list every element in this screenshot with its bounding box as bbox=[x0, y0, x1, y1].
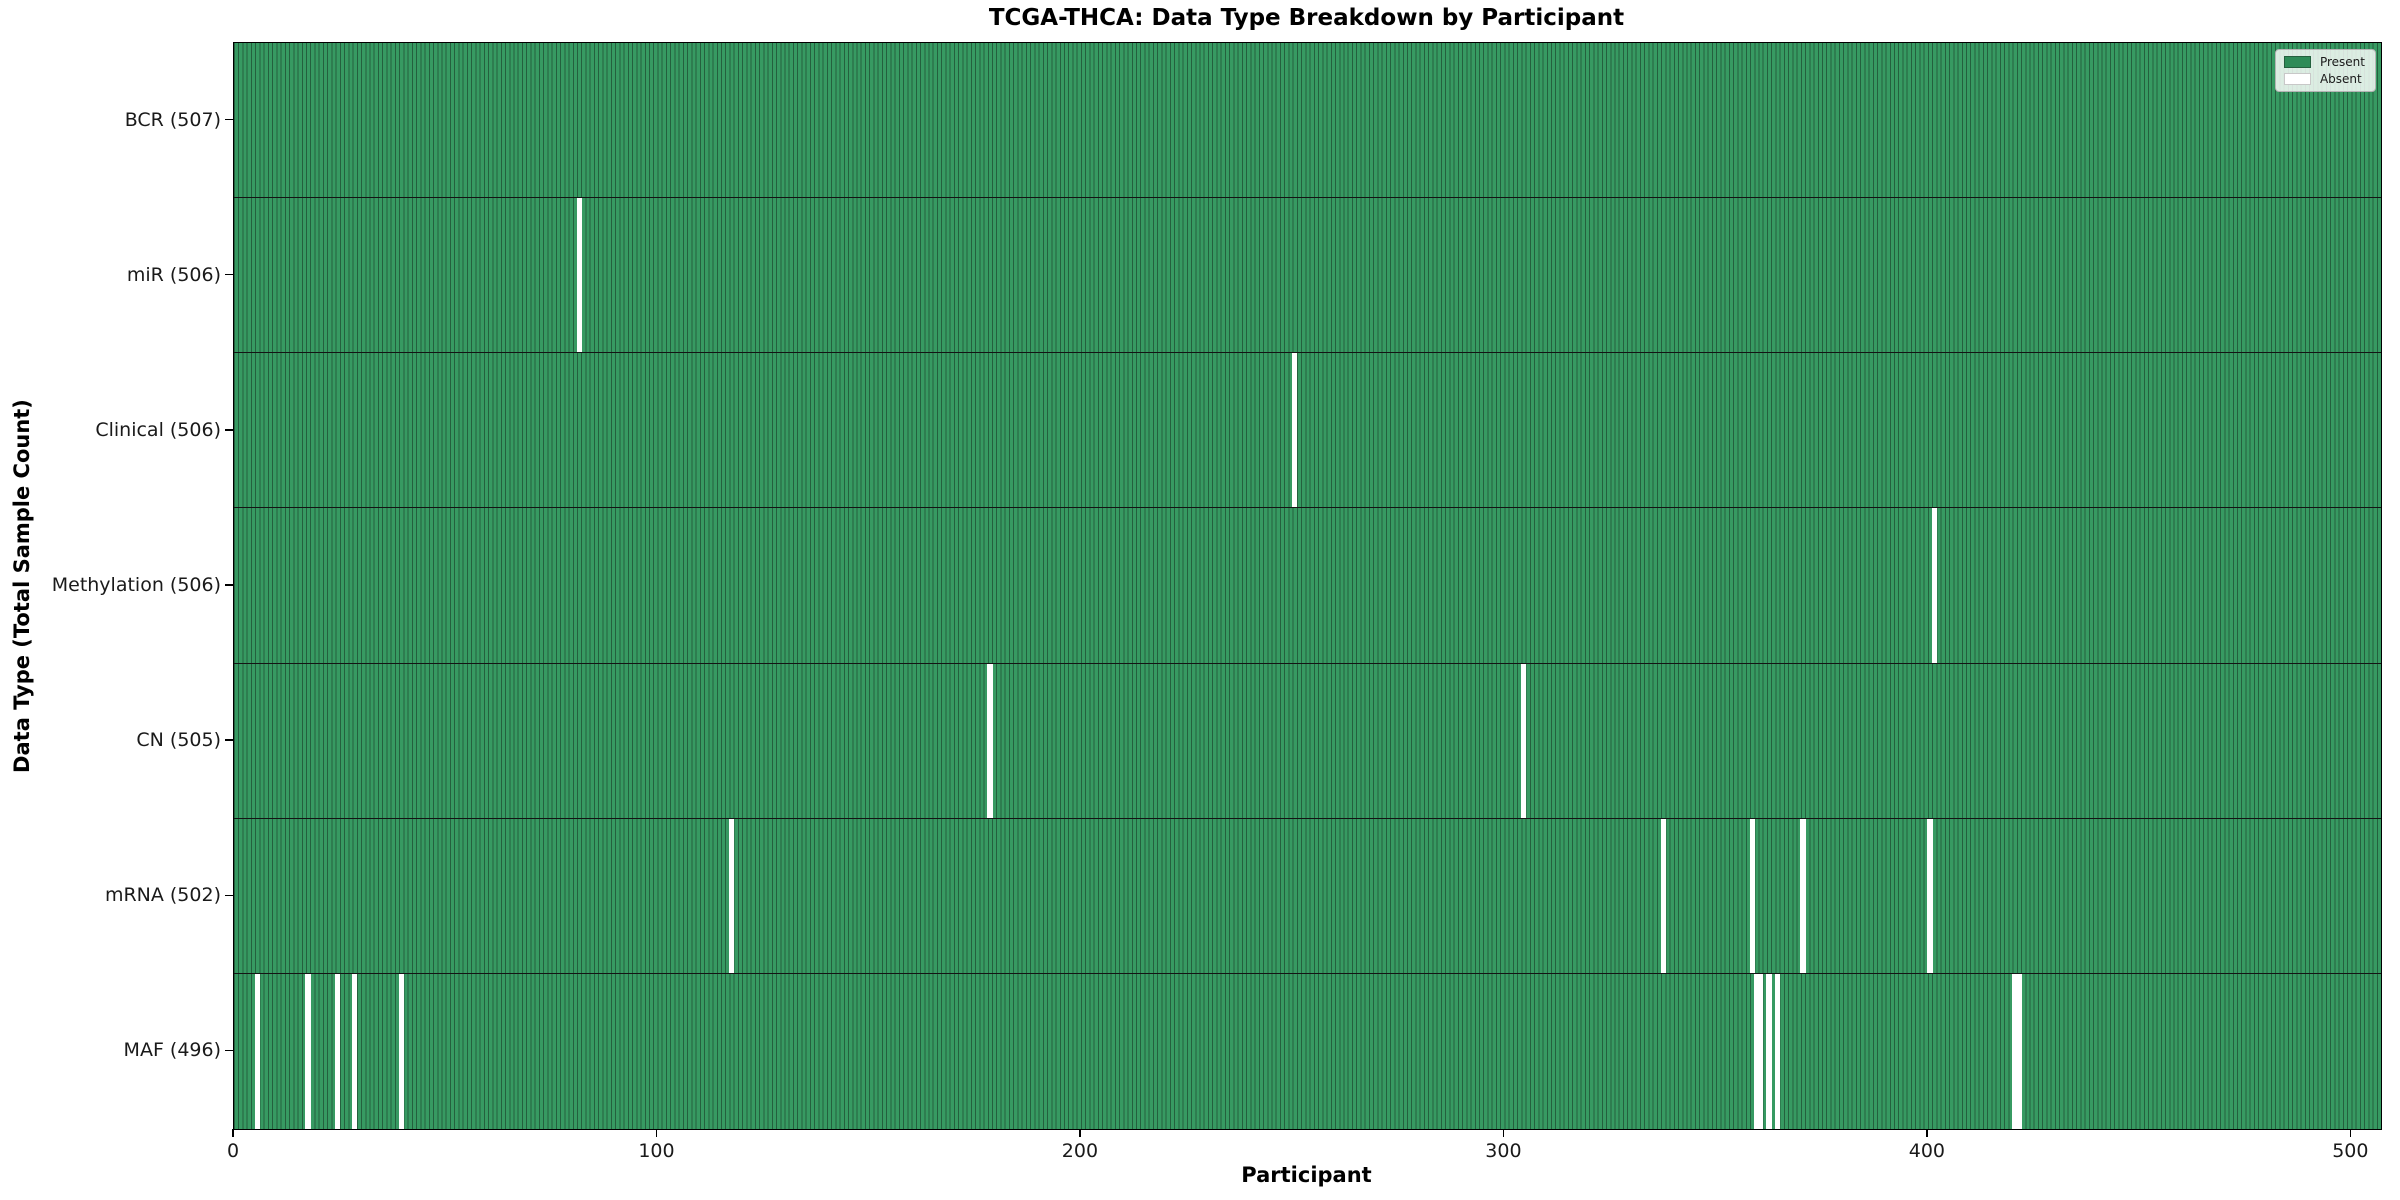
y-tick-label: MAF (496) bbox=[123, 1039, 221, 1062]
absent-gap bbox=[1931, 508, 1937, 663]
x-tick-label: 200 bbox=[1061, 1140, 1099, 1162]
absent-gap bbox=[2012, 973, 2018, 1129]
legend-item-present: Present bbox=[2283, 55, 2365, 69]
x-tick-mark bbox=[1079, 1129, 1081, 1137]
data-row-cn bbox=[234, 663, 2381, 819]
x-tick-mark bbox=[1502, 1129, 1505, 1137]
x-tick-label: 300 bbox=[1485, 1140, 1522, 1162]
absent-gap bbox=[1749, 818, 1755, 973]
absent-gap bbox=[1927, 818, 1933, 973]
x-tick-label: 0 bbox=[226, 1140, 240, 1162]
y-tick-label: BCR (507) bbox=[124, 108, 221, 131]
y-tick-label: mRNA (502) bbox=[104, 884, 221, 907]
y-tick-mark bbox=[225, 584, 233, 586]
absent-gap bbox=[335, 973, 341, 1129]
x-tick-mark bbox=[232, 1129, 234, 1137]
absent-gap bbox=[1660, 818, 1666, 973]
y-tick-label: CN (505) bbox=[136, 729, 221, 752]
absent-swatch bbox=[2283, 73, 2311, 85]
plot-area: Present Absent bbox=[233, 42, 2382, 1130]
y-tick-mark bbox=[225, 1049, 233, 1052]
y-tick-label: Methylation (506) bbox=[51, 574, 221, 596]
y-tick-mark bbox=[225, 273, 233, 276]
y-tick-mark bbox=[225, 739, 233, 741]
y-tick-label: Clinical (506) bbox=[95, 418, 221, 441]
x-tick-label: 500 bbox=[2332, 1140, 2369, 1162]
absent-gap bbox=[1757, 973, 1764, 1129]
absent-gap bbox=[352, 973, 358, 1129]
absent-gap bbox=[254, 973, 260, 1129]
x-tick-mark bbox=[1926, 1129, 1928, 1137]
absent-gap bbox=[1766, 973, 1772, 1129]
data-row-maf bbox=[234, 973, 2381, 1129]
x-tick-label: 100 bbox=[638, 1140, 675, 1162]
data-row-mir bbox=[234, 198, 2381, 354]
data-row-clinical bbox=[234, 353, 2381, 509]
y-tick-mark bbox=[225, 429, 233, 431]
y-tick-mark bbox=[225, 894, 233, 897]
absent-gap bbox=[1753, 973, 1759, 1129]
absent-gap bbox=[305, 973, 311, 1129]
absent-gap bbox=[1800, 818, 1806, 973]
x-axis-label: Participant bbox=[1241, 1163, 1372, 1187]
data-row-bcr bbox=[234, 43, 2381, 199]
legend: Present Absent bbox=[2274, 49, 2376, 92]
absent-gap bbox=[1520, 663, 1527, 818]
chart-title: TCGA-THCA: Data Type Breakdown by Partic… bbox=[988, 5, 1625, 31]
x-tick-mark bbox=[655, 1129, 658, 1137]
absent-gap bbox=[576, 198, 582, 353]
absent-gap bbox=[1774, 973, 1781, 1129]
x-tick-mark bbox=[2349, 1129, 2352, 1137]
absent-gap bbox=[987, 663, 993, 818]
absent-gap bbox=[2016, 973, 2022, 1129]
absent-gap bbox=[728, 818, 735, 973]
present-swatch bbox=[2283, 56, 2311, 68]
legend-label-absent: Absent bbox=[2319, 72, 2362, 86]
legend-item-absent: Absent bbox=[2283, 72, 2365, 86]
y-tick-mark bbox=[225, 118, 233, 121]
y-tick-label: miR (506) bbox=[126, 263, 221, 286]
x-tick-label: 400 bbox=[1908, 1140, 1946, 1162]
data-row-mrna bbox=[234, 818, 2381, 974]
legend-label-present: Present bbox=[2319, 55, 2365, 69]
absent-gap bbox=[1292, 353, 1298, 508]
absent-gap bbox=[398, 973, 404, 1129]
data-row-methylation bbox=[234, 508, 2381, 664]
